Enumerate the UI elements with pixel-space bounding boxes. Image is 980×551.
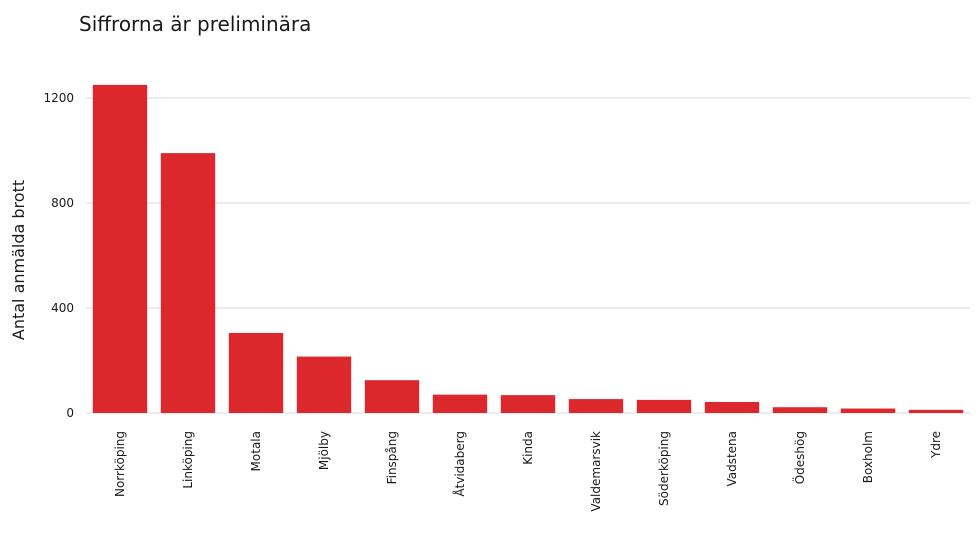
y-tick-label: 0 [66, 406, 74, 420]
y-axis-label: Antal anmälda brott [9, 180, 28, 340]
bar [296, 356, 352, 413]
x-tick-label: Finspång [385, 431, 399, 484]
bar [364, 380, 420, 413]
x-tick-label: Åtvidaberg [452, 431, 467, 497]
bar [160, 153, 216, 413]
bar-layer [92, 84, 964, 413]
x-tick-label: Boxholm [861, 431, 875, 483]
bar [432, 394, 488, 413]
bar [704, 401, 760, 413]
y-tick-label: 1200 [43, 91, 74, 105]
x-tick-label: Motala [249, 431, 263, 471]
x-tick-label: Vadstena [725, 431, 739, 487]
bar [840, 408, 896, 413]
bar [228, 332, 284, 413]
y-tick-label: 400 [51, 301, 74, 315]
bar [908, 409, 964, 413]
x-tick-label: Mjölby [317, 431, 331, 470]
x-tick-label: Ödeshög [791, 431, 807, 484]
x-tick-label: Söderköping [657, 431, 671, 506]
y-tick-label: 800 [51, 196, 74, 210]
bar [636, 399, 692, 413]
y-tick-layer: 0 400 800 1200 [43, 91, 74, 420]
bar [568, 399, 624, 413]
bar [772, 407, 828, 413]
x-tick-label: Ydre [929, 431, 943, 459]
x-tick-label: Kinda [521, 431, 535, 465]
grid-layer [86, 97, 970, 414]
bar [500, 395, 556, 413]
bar [92, 84, 148, 413]
x-tick-label: Linköping [181, 431, 195, 489]
x-tick-layer: Norrköping Linköping Motala Mjölby Finspång Å… [113, 431, 943, 512]
x-tick-label: Norrköping [113, 431, 127, 497]
chart-title: Siffrorna är preliminära [79, 12, 312, 36]
x-tick-label: Valdemarsvik [589, 431, 603, 512]
